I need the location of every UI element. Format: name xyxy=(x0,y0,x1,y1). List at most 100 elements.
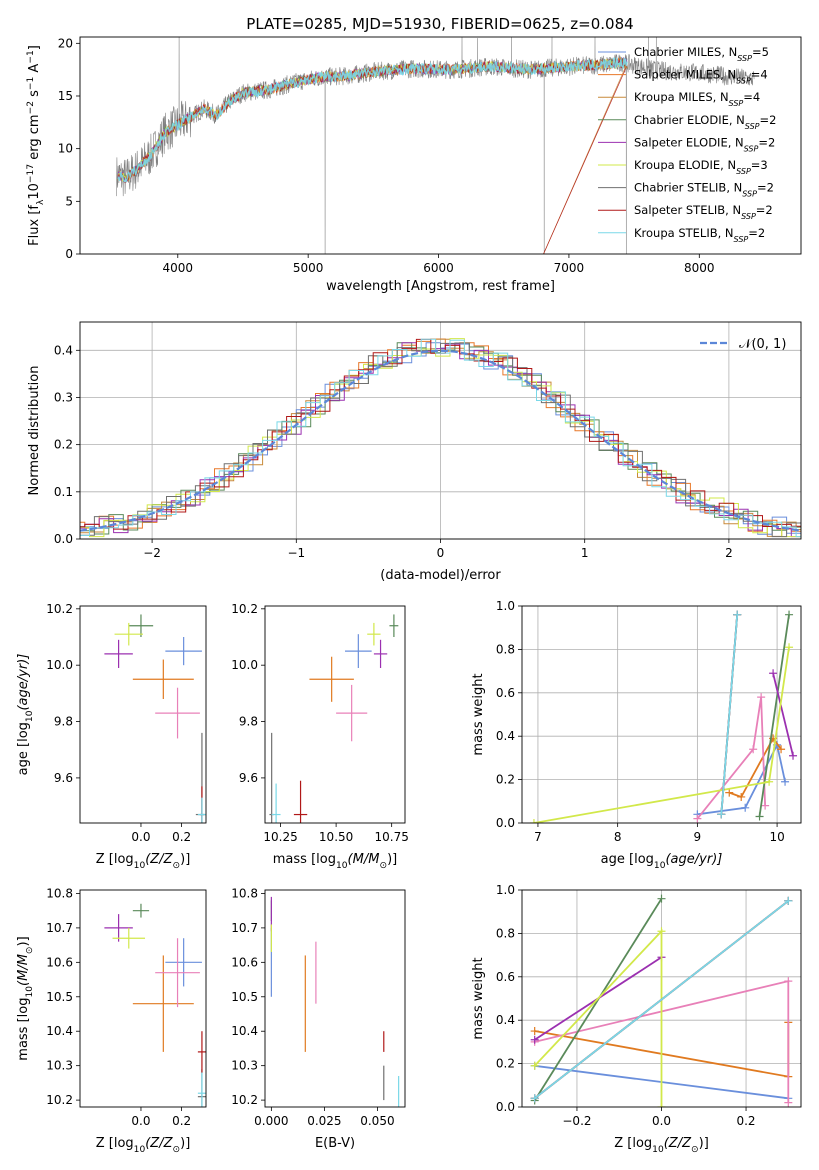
x-axis-label: wavelength [Angstrom, rest frame] xyxy=(326,279,555,294)
legend-label-text: Chabrier STELIB, N xyxy=(634,181,742,195)
axes-frame xyxy=(521,605,802,824)
label-part: (M/M xyxy=(348,852,380,867)
x-tick-label: 0 xyxy=(437,546,445,560)
legend-label-tail: =2 xyxy=(756,203,773,217)
weight-point-marker xyxy=(693,814,702,823)
gaussian-curve xyxy=(80,349,801,532)
legend-label: Salpeter ELODIE, NSSP=2 xyxy=(634,135,775,153)
weight-point-marker xyxy=(785,610,794,619)
errorbar-point xyxy=(271,783,281,823)
y-tick-label: 10.2 xyxy=(46,1093,73,1107)
figure-title: PLATE=0285, MJD=51930, FIBERID=0625, z=0… xyxy=(246,15,633,33)
legend-label-text: Kroupa ELODIE, N xyxy=(634,158,736,172)
weight-point-marker xyxy=(529,819,538,823)
weight-lines xyxy=(530,894,793,1107)
legend-label-tail: =3 xyxy=(751,158,768,172)
axes-frame xyxy=(79,605,207,824)
weight-series-8 xyxy=(534,900,789,1100)
x-tick-label: −1 xyxy=(287,546,305,560)
weight-point-marker xyxy=(530,1027,539,1036)
errorbar-point xyxy=(197,797,206,823)
weight-series-2 xyxy=(696,696,766,820)
y-tick-label: 0.2 xyxy=(496,773,515,787)
label-part: age [log xyxy=(16,722,31,775)
label-part: (age/yr)] xyxy=(665,852,722,867)
errorbar-point xyxy=(132,659,194,699)
y-tick-label: 10.8 xyxy=(231,886,258,900)
label-part: −17 xyxy=(26,164,36,183)
legend-label-tail: =2 xyxy=(760,113,777,127)
histogram-series-5 xyxy=(80,338,801,538)
y-tick-label: 0.8 xyxy=(496,926,515,940)
label-part: mass [log xyxy=(273,852,336,867)
legend-label-text: Kroupa MILES, N xyxy=(634,90,729,104)
errorbar-point xyxy=(114,622,143,646)
errorbar-point xyxy=(132,955,194,1052)
y-axis-label: mass [log10(M/M⊙)] xyxy=(16,936,35,1060)
x-axis-label: E(B-V) xyxy=(315,1136,355,1151)
label-part: (Z/Z xyxy=(145,1136,173,1151)
label-part: ⊙ xyxy=(25,946,35,954)
errorbar-point xyxy=(112,927,146,949)
legend-label-sub: SSP xyxy=(741,212,756,221)
label-part: 10 xyxy=(654,861,666,871)
weight-point-marker xyxy=(725,788,734,797)
weight-series-1 xyxy=(728,736,782,799)
x-tick-label: 10 xyxy=(769,830,784,844)
label-part: erg cm xyxy=(27,114,42,163)
label-part: 10 xyxy=(25,986,35,998)
x-tick-label: 0.0 xyxy=(131,1114,150,1128)
x-tick-label: 6000 xyxy=(423,261,454,275)
legend-label: Salpeter MILES, NSSP=4 xyxy=(634,68,768,86)
legend-label-text: Salpeter ELODIE, N xyxy=(634,135,744,149)
errorbar-point xyxy=(389,614,399,637)
mass-vs-z-panel: 0.0 0.2 10.2 10.3 10.4 10.5 10.6 10.7 10.8 Z [log… xyxy=(16,886,207,1155)
x-axis-label: mass [log10(M/M⊙)] xyxy=(273,852,397,871)
y-tick-label: 10.2 xyxy=(231,1093,258,1107)
legend-label-sub: SSP xyxy=(734,234,749,243)
weight-point-marker xyxy=(769,669,778,678)
label-part: Z [log xyxy=(96,852,134,867)
observed-spectrum xyxy=(116,37,755,254)
x-tick-label: 10.25 xyxy=(263,830,297,844)
legend-label-text: Salpeter STELIB, N xyxy=(634,203,741,217)
x-tick-label: −0.2 xyxy=(562,1114,591,1128)
errorbar-marks xyxy=(104,903,206,1107)
legend-label-text: Salpeter MILES, N xyxy=(634,68,736,82)
y-tick-label: 0.0 xyxy=(54,532,73,546)
legend-label-tail: =2 xyxy=(757,181,774,195)
y-tick-label: 0.8 xyxy=(496,642,515,656)
legend-label-text: Chabrier MILES, N xyxy=(634,45,737,59)
age-vs-mass-panel: 10.25 10.50 10.75 9.6 9.8 10.0 10.2 mass [log10… xyxy=(231,602,409,871)
x-axis-label: Z [log10(Z/Z⊙)] xyxy=(96,1136,191,1155)
age-vs-z-panel: 0.0 0.29.69.810.010.2Z [log10(Z/Z⊙)]age [… xyxy=(16,602,207,871)
legend-label-sub: SSP xyxy=(737,54,752,63)
legend-label-text: Kroupa STELIB, N xyxy=(634,226,734,240)
histogram-lines xyxy=(80,338,801,538)
legend-label-tail: =2 xyxy=(748,226,765,240)
legend: 𝒩(0, 1) xyxy=(700,337,786,352)
legend-label-sub: SSP xyxy=(744,144,759,153)
legend-label-sub: SSP xyxy=(729,99,744,108)
axes-frame xyxy=(79,36,802,255)
errorbar-point xyxy=(367,622,381,646)
label-part: )] xyxy=(16,936,31,946)
label-part: (age/yr)] xyxy=(16,654,31,711)
x-tick-label: 0.050 xyxy=(360,1114,394,1128)
label-part: −1 xyxy=(26,50,36,63)
label-part: −2 xyxy=(26,101,36,114)
weight-point-marker xyxy=(784,1098,793,1107)
weight-point-marker xyxy=(741,803,750,812)
weight-point-marker xyxy=(717,810,726,819)
x-tick-label: 0.000 xyxy=(254,1114,288,1128)
model-spectrum-2 xyxy=(117,56,628,254)
errorbar-point xyxy=(165,938,202,987)
weight-point-marker xyxy=(757,693,766,702)
y-tick-label: 0.0 xyxy=(496,1100,515,1114)
weight-point-marker xyxy=(749,745,758,754)
weight-point-marker xyxy=(761,801,770,810)
x-tick-label: 0.025 xyxy=(307,1114,341,1128)
label-part: 10 xyxy=(134,861,146,871)
